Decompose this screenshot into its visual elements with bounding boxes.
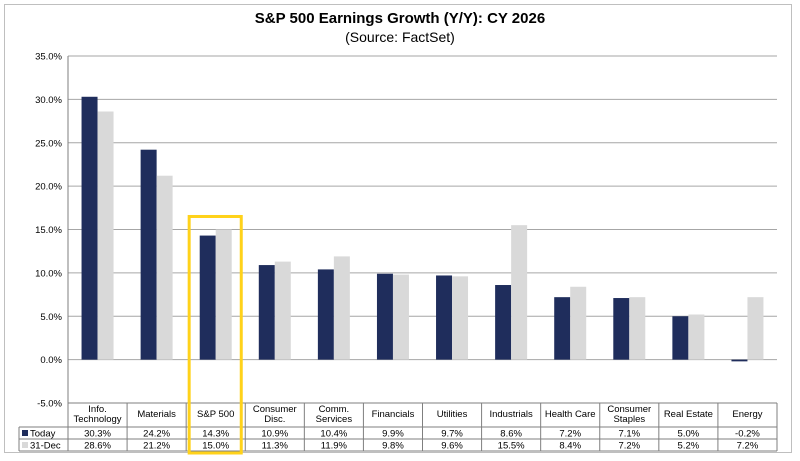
legend-label-today: Today (30, 429, 56, 440)
bar-31-dec (392, 274, 409, 360)
bar-today (258, 265, 275, 360)
category-label: Materials (137, 409, 176, 420)
data-label-today: 30.3% (84, 429, 111, 440)
data-label-today: 24.2% (143, 429, 170, 440)
y-tick-label: 20.0% (35, 182, 62, 193)
y-tick-label: -5.0% (37, 399, 62, 410)
data-label-today: 10.4% (320, 429, 347, 440)
category-label: Services (316, 414, 353, 425)
bar-31-dec (274, 261, 291, 360)
data-label-31-dec: 21.2% (143, 441, 170, 452)
y-tick-label: 30.0% (35, 95, 62, 106)
bar-31-dec (511, 225, 528, 360)
category-label: Utilities (437, 409, 468, 420)
chart-frame (4, 4, 792, 453)
category-label: Staples (613, 414, 645, 425)
y-tick-label: 10.0% (35, 268, 62, 279)
data-label-31-dec: 11.9% (321, 441, 348, 452)
data-label-31-dec: 7.2% (618, 441, 640, 452)
category-label: Energy (732, 409, 762, 420)
category-label: Disc. (264, 414, 285, 425)
category-label: Comm. (319, 404, 350, 415)
bar-today (495, 285, 512, 360)
bar-31-dec (629, 297, 646, 360)
data-label-today: 14.3% (202, 429, 229, 440)
bar-today (672, 316, 689, 360)
category-label: Consumer (253, 404, 297, 415)
bar-today (554, 297, 571, 360)
category-label: Financials (372, 409, 415, 420)
bar-31-dec (747, 297, 764, 360)
bar-today (317, 269, 334, 360)
category-label: Health Care (545, 409, 596, 420)
category-label: Info. (88, 404, 107, 415)
highlight-box (187, 214, 243, 455)
data-label-today: 7.2% (559, 429, 581, 440)
bar-31-dec (570, 286, 587, 360)
category-label: Real Estate (664, 409, 713, 420)
data-label-today: 8.6% (500, 429, 522, 440)
data-label-31-dec: 5.2% (678, 441, 700, 452)
y-tick-label: 0.0% (40, 355, 62, 366)
bar-31-dec (215, 229, 232, 360)
bar-today (81, 96, 98, 360)
category-label: Consumer (607, 404, 651, 415)
data-label-31-dec: 11.3% (262, 441, 289, 452)
legend-swatch-31-dec (22, 442, 28, 448)
data-label-today: 7.1% (618, 429, 640, 440)
bar-today (731, 359, 748, 362)
bar-31-dec (156, 175, 173, 360)
chart-subtitle: (Source: FactSet) (345, 29, 455, 45)
data-label-today: 9.9% (382, 429, 404, 440)
y-tick-label: 25.0% (35, 138, 62, 149)
y-tick-label: 35.0% (35, 52, 62, 63)
data-label-31-dec: 9.6% (441, 441, 463, 452)
data-label-today: 10.9% (261, 429, 288, 440)
data-label-today: 9.7% (441, 429, 463, 440)
bar-31-dec (452, 276, 469, 360)
bar-today (140, 149, 157, 360)
category-label: Industrials (489, 409, 533, 420)
chart-title: S&P 500 Earnings Growth (Y/Y): CY 2026 (254, 10, 546, 27)
data-label-31-dec: 28.6% (84, 441, 111, 452)
bar-today (613, 298, 630, 360)
legend-label-31-dec: 31-Dec (30, 441, 61, 452)
legend-swatch-today (22, 430, 28, 436)
data-label-31-dec: 15.0% (202, 441, 229, 452)
category-label: S&P 500 (197, 409, 234, 420)
data-label-31-dec: 9.8% (382, 441, 404, 452)
bar-today (376, 273, 393, 360)
data-label-today: 5.0% (678, 429, 700, 440)
y-tick-label: 15.0% (35, 225, 62, 236)
bar-today (199, 235, 216, 360)
data-label-31-dec: 15.5% (498, 441, 525, 452)
data-label-31-dec: 8.4% (559, 441, 581, 452)
bar-31-dec (333, 256, 350, 360)
data-label-today: -0.2% (735, 429, 760, 440)
bar-31-dec (688, 314, 705, 360)
bar-today (436, 275, 453, 360)
category-label: Technology (74, 414, 122, 425)
data-label-31-dec: 7.2% (737, 441, 759, 452)
y-tick-label: 5.0% (40, 312, 62, 323)
bar-31-dec (97, 111, 114, 360)
